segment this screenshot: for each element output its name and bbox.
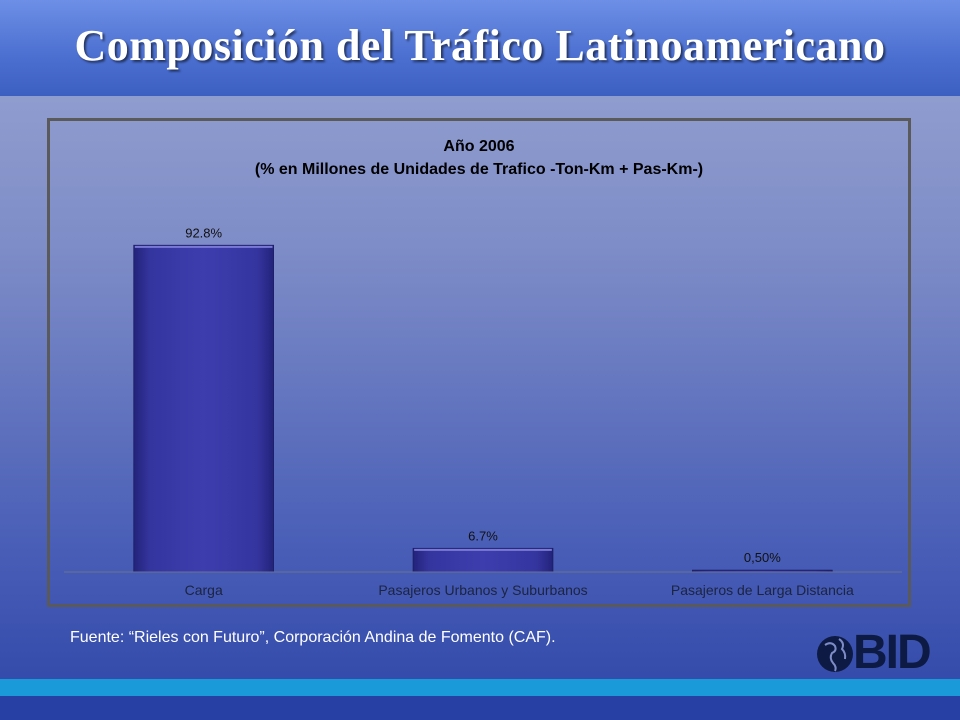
data-label-1: 92.8% (185, 225, 222, 240)
globe-icon (817, 636, 853, 672)
data-label-2: 6.7% (468, 528, 498, 543)
title-banner (0, 0, 960, 96)
bar-2 (412, 547, 554, 573)
logo-text: BID (853, 626, 932, 679)
footer-band-light (0, 679, 960, 696)
chart-title: Año 2006 (443, 138, 514, 155)
data-label-3: 0,50% (744, 550, 781, 565)
slide-title: Composición del Tráfico Latinoamericano (74, 21, 886, 70)
category-label-1: Carga (185, 582, 223, 598)
bar-1 (133, 244, 275, 573)
category-label-2: Pasajeros Urbanos y Suburbanos (378, 582, 587, 598)
bid-logo: BID (815, 626, 940, 679)
chart-frame: Año 2006 (% en Millones de Unidades de T… (47, 118, 911, 607)
category-label-3: Pasajeros de Larga Distancia (671, 582, 854, 598)
chart-subtitle: (% en Millones de Unidades de Trafico -T… (255, 161, 703, 178)
footer-band-dark (0, 696, 960, 720)
source-note: Fuente: “Rieles con Futuro”, Corporación… (70, 629, 556, 646)
bar-chart: Año 2006 (% en Millones de Unidades de T… (64, 138, 902, 598)
